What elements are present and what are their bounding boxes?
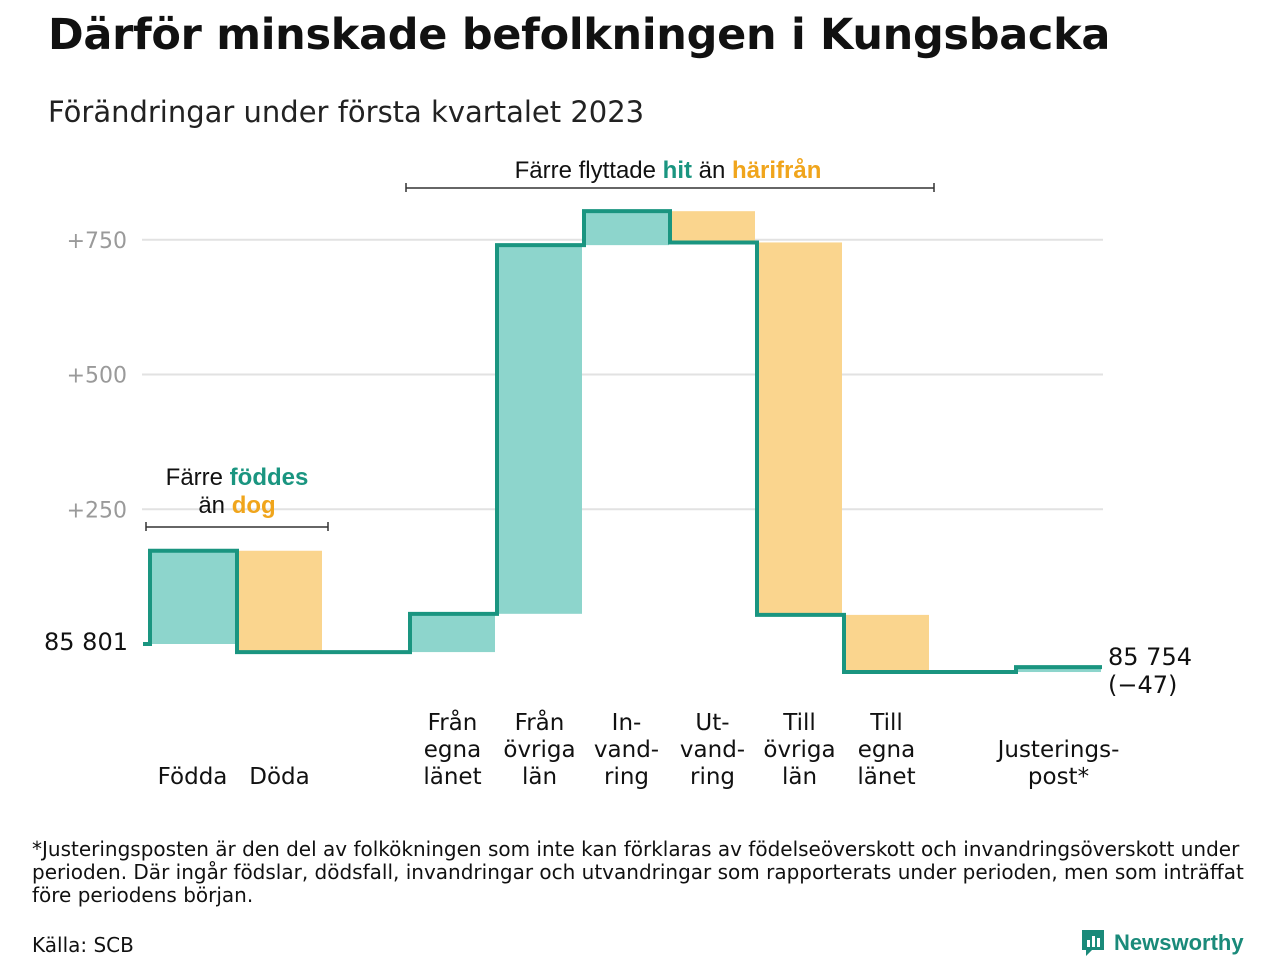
category-label: övriga: [763, 737, 835, 763]
brand-logo[interactable]: Newsworthy: [1080, 928, 1244, 958]
annotation-migration-line: Färre flyttade hit än härifrån: [515, 157, 822, 184]
category-label: Döda: [249, 764, 309, 790]
category-label: Från: [428, 708, 478, 736]
annotation-migration-line-part: än: [692, 157, 732, 184]
annotation-births-line2-part: dog: [232, 492, 276, 519]
annotation-births-line1-part: Färre: [166, 464, 230, 491]
start-value-label: 85 801: [44, 628, 128, 656]
bar-2: [410, 613, 495, 653]
category-label: egna: [858, 737, 915, 763]
category-label: län: [782, 764, 817, 790]
category-label: In-: [612, 710, 642, 736]
bar-0: [150, 550, 235, 644]
category-label: egna: [424, 737, 481, 763]
category-label: vand-: [680, 737, 745, 763]
annotation-births-line2-part: än: [198, 492, 231, 519]
annotation-migration-line-part: härifrån: [732, 157, 821, 184]
category-label: ring: [604, 764, 649, 790]
category-label: Justerings-: [996, 737, 1120, 763]
bar-7: [844, 614, 929, 673]
category-label: övriga: [503, 737, 575, 763]
source-label: Källa: SCB: [32, 933, 134, 957]
end-change-label: (−47): [1108, 671, 1177, 699]
category-label: län: [522, 764, 557, 790]
cumulative-step-line: [143, 209, 1102, 675]
footnote: *Justeringsposten är den del av folkökni…: [32, 837, 1244, 907]
annotation-migration-line-part: hit: [663, 157, 692, 184]
category-label: Till: [869, 710, 903, 736]
category-label: vand-: [594, 737, 659, 763]
category-label: Från: [515, 708, 565, 736]
end-value-label: 85 754: [1108, 643, 1192, 671]
bar-8: [1016, 667, 1101, 673]
bar-1: [237, 550, 322, 653]
annotation-births-line2: än dog: [198, 492, 275, 519]
bar-3: [497, 245, 582, 614]
category-label: ring: [690, 764, 735, 790]
category-label: Till: [782, 710, 816, 736]
annotation-migration-line-part: Färre flyttade: [515, 157, 663, 184]
brand-name: Newsworthy: [1114, 930, 1244, 955]
y-tick-label: +500: [67, 364, 127, 389]
chart-subtitle: Förändringar under första kvartalet 2023: [48, 95, 645, 129]
annotation-births-line1-part: föddes: [230, 464, 309, 491]
bar-6: [757, 242, 842, 615]
category-label: Födda: [158, 764, 228, 790]
y-tick-label: +250: [67, 498, 127, 523]
chart-title: Därför minskade befolkningen i Kungsback…: [48, 10, 1111, 60]
category-label: länet: [423, 764, 481, 790]
annotation-births-line1: Färre föddes: [166, 464, 309, 491]
category-label: Ut-: [695, 710, 729, 736]
category-label: post*: [1028, 764, 1089, 790]
bar-4: [584, 211, 669, 246]
annotation-births-bracket: [145, 522, 329, 531]
annotation-migration-bracket: [405, 183, 935, 192]
newsworthy-logo-icon: [1082, 930, 1104, 956]
category-label: länet: [857, 764, 915, 790]
bar-5: [670, 211, 755, 243]
y-tick-label: +750: [67, 229, 127, 254]
